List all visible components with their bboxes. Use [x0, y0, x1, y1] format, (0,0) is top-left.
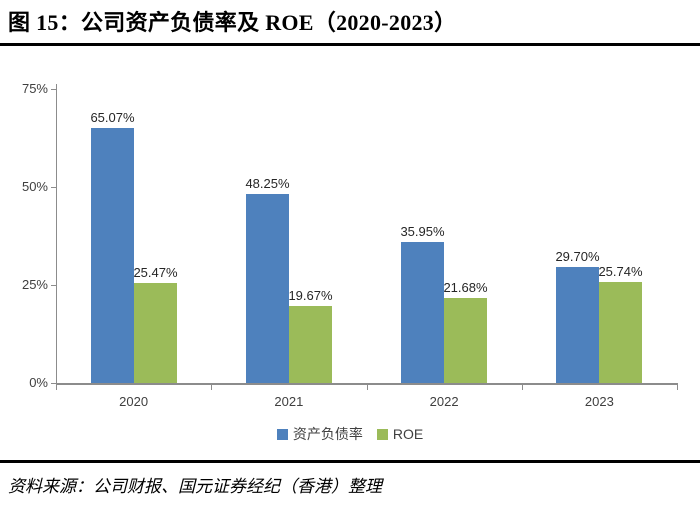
figure-title: 图 15：公司资产负债率及 ROE（2020-2023） [8, 10, 457, 35]
x-axis-tick [367, 383, 368, 390]
legend-swatch-green-icon [376, 428, 388, 440]
y-axis-tick [51, 285, 56, 286]
bar-debt-asset-ratio-2021 [246, 194, 289, 383]
bar-value-label-roe-2020: 25.47% [133, 265, 178, 280]
y-axis-label: 25% [21, 277, 48, 292]
bar-value-label-debt-asset-ratio-2021: 48.25% [245, 176, 290, 191]
bar-value-label-roe-2022: 21.68% [443, 280, 488, 295]
x-axis-tick [56, 383, 57, 390]
legend-label-debt-asset-ratio: 资产负债率 [292, 426, 363, 442]
x-axis-category-label: 2020 [119, 394, 149, 409]
bar-value-label-roe-2023: 25.74% [598, 264, 643, 279]
x-axis-tick [211, 383, 212, 390]
y-axis-line [56, 84, 57, 383]
chart-legend: 资产负债率 ROE [0, 424, 700, 444]
bar-chart: 0% 25% 50% 75% 2020 65.07% 25.47% 2021 48.25% 19.… [0, 50, 700, 420]
bar-value-label-debt-asset-ratio-2020: 65.07% [90, 110, 135, 125]
legend-item-roe: ROE [376, 426, 424, 442]
legend-item-debt-asset-ratio: 资产负债率 [276, 424, 363, 444]
x-axis-tick [677, 383, 678, 390]
source-divider [0, 460, 700, 463]
bar-value-label-debt-asset-ratio-2022: 35.95% [400, 224, 445, 239]
bar-debt-asset-ratio-2023 [556, 267, 599, 383]
bar-roe-2023 [599, 282, 642, 383]
legend-label-roe: ROE [392, 426, 424, 442]
x-axis-category-label: 2023 [584, 394, 614, 409]
bar-debt-asset-ratio-2020 [91, 128, 134, 383]
legend-swatch-blue-icon [276, 428, 288, 440]
y-axis-label: 75% [21, 81, 48, 96]
x-axis-category-label: 2022 [429, 394, 459, 409]
source-note: 资料来源：公司财报、国元证券经纪（香港）整理 [8, 477, 382, 496]
title-divider [0, 43, 700, 46]
bar-roe-2021 [289, 306, 332, 383]
x-axis-category-label: 2021 [274, 394, 304, 409]
y-axis-tick [51, 383, 56, 384]
y-axis-tick [51, 89, 56, 90]
bar-debt-asset-ratio-2022 [401, 242, 444, 383]
bar-roe-2022 [444, 298, 487, 383]
y-axis-tick [51, 187, 56, 188]
bar-value-label-roe-2021: 19.67% [288, 288, 333, 303]
x-axis-tick [522, 383, 523, 390]
y-axis-label: 0% [29, 375, 48, 390]
bar-roe-2020 [134, 283, 177, 383]
bar-value-label-debt-asset-ratio-2023: 29.70% [555, 249, 600, 264]
y-axis-label: 50% [21, 179, 48, 194]
